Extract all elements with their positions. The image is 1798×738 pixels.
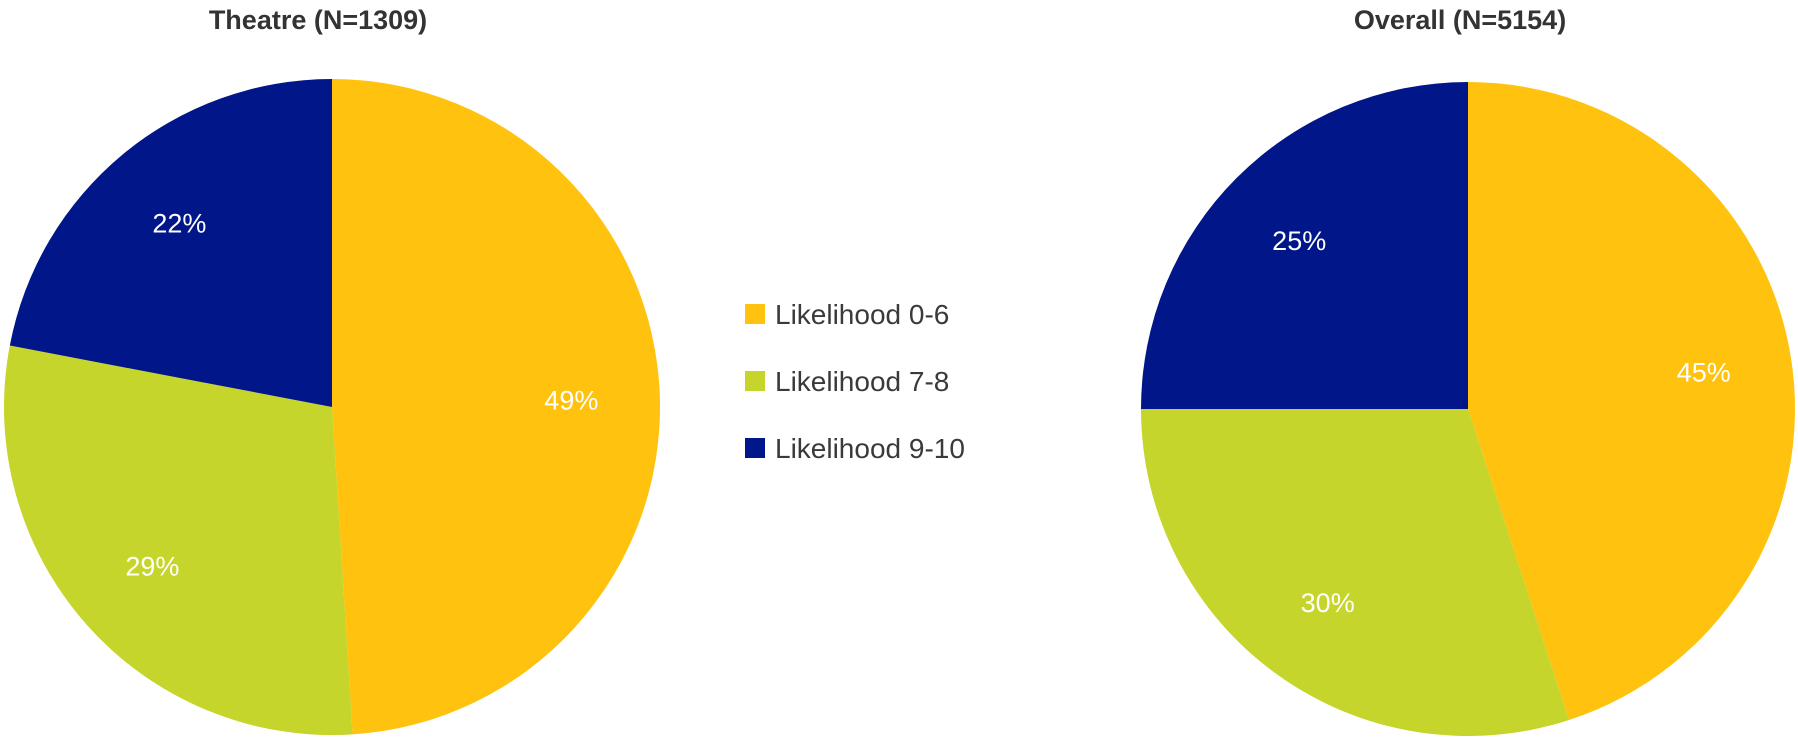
theatre-slice-label-likelihood-7-8: 29% [125,551,179,581]
legend-swatch-likelihood-0-6 [745,304,765,324]
overall-slice-likelihood-9-10 [1141,82,1468,409]
legend-label-likelihood-9-10: Likelihood 9-10 [775,433,965,464]
legend-item-likelihood-9-10: Likelihood 9-10 [745,433,965,464]
legend-item-likelihood-7-8: Likelihood 7-8 [745,366,949,397]
legend: Likelihood 0-6 Likelihood 7-8 Likelihood… [745,299,965,464]
overall-slice-label-likelihood-0-6: 45% [1677,358,1731,388]
legend-item-likelihood-0-6: Likelihood 0-6 [745,299,949,330]
legend-label-likelihood-0-6: Likelihood 0-6 [775,299,949,330]
overall-slice-likelihood-7-8 [1141,409,1570,737]
theatre-chart-title: Theatre (N=1309) [209,5,427,35]
legend-swatch-likelihood-9-10 [745,438,765,458]
legend-label-likelihood-7-8: Likelihood 7-8 [775,366,949,397]
overall-chart-title: Overall (N=5154) [1354,5,1566,35]
theatre-slice-likelihood-9-10 [9,79,332,407]
legend-swatch-likelihood-7-8 [745,371,765,391]
overall-slice-label-likelihood-9-10: 25% [1272,226,1326,256]
theatre-pie-chart: Theatre (N=1309) 49% 29% 22% [3,5,660,735]
overall-slice-label-likelihood-7-8: 30% [1301,588,1355,618]
overall-pie-chart: Overall (N=5154) 45% 30% 25% [1141,5,1795,737]
overall-slice-likelihood-0-6 [1468,82,1795,720]
theatre-slice-likelihood-0-6 [332,79,660,735]
theatre-slice-label-likelihood-9-10: 22% [152,209,206,239]
theatre-slice-label-likelihood-0-6: 49% [544,385,598,415]
theatre-slice-likelihood-7-8 [3,345,353,735]
